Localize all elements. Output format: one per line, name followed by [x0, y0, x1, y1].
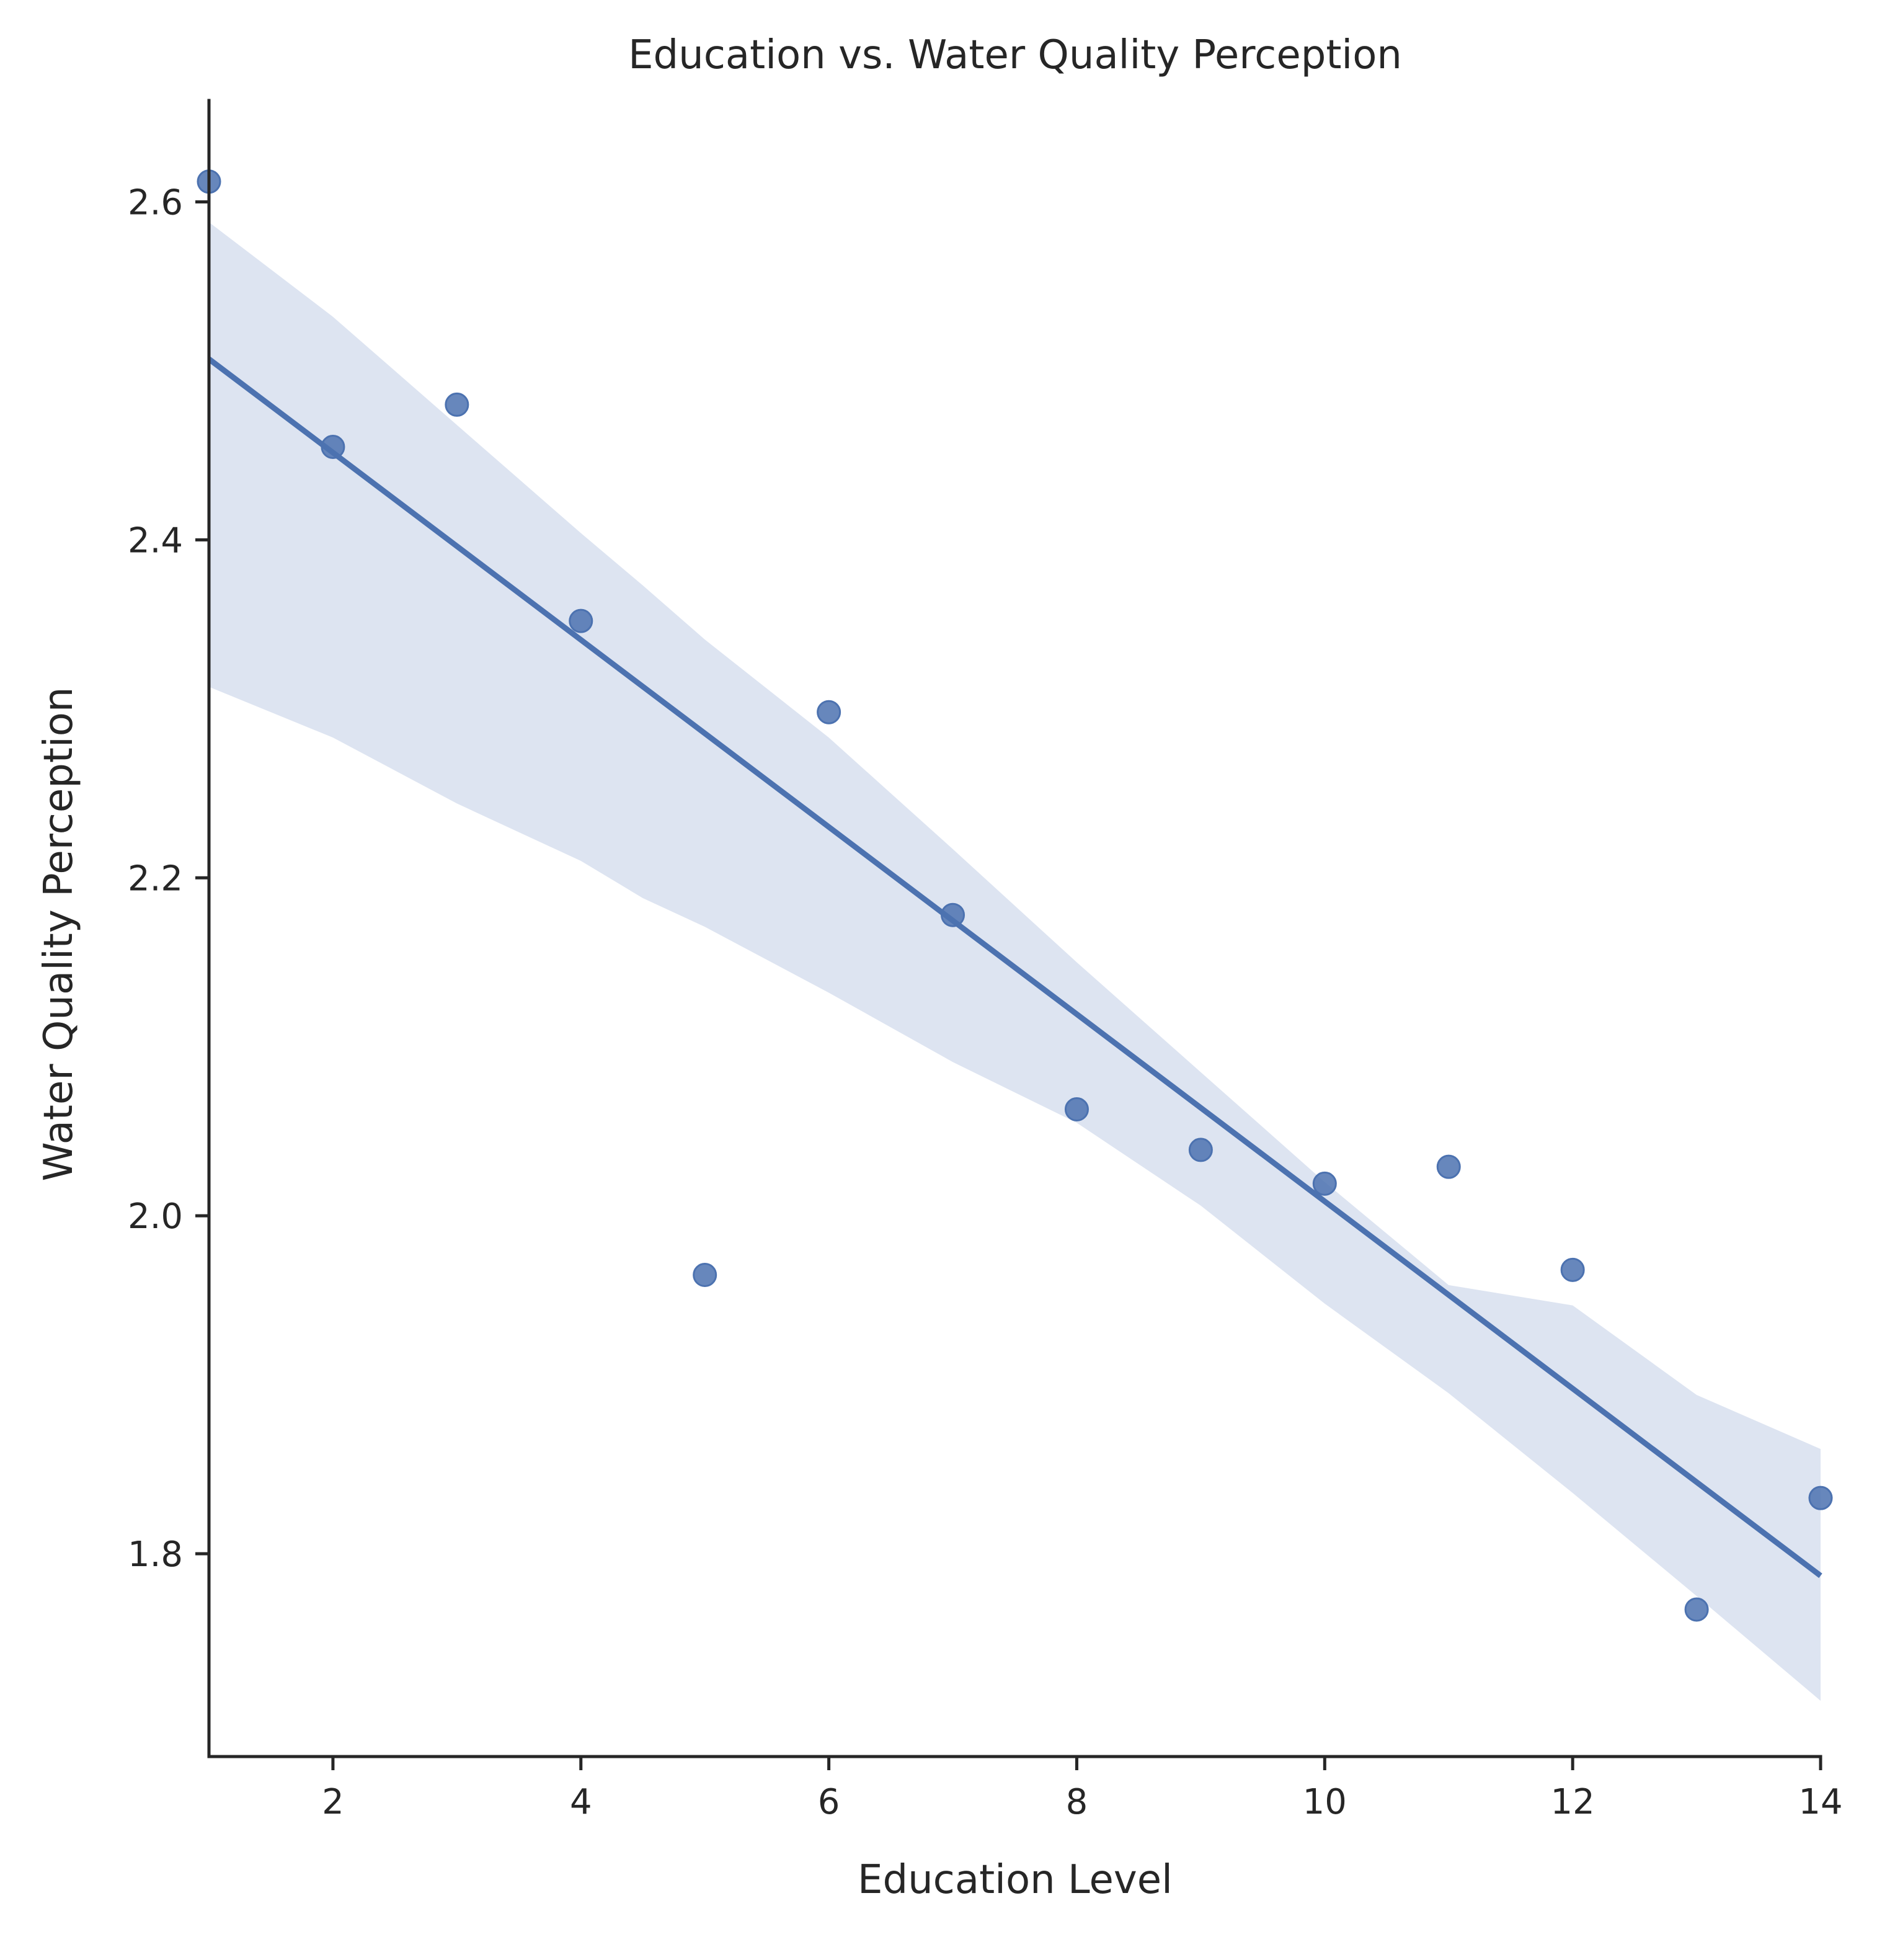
confidence-band	[209, 222, 1821, 1701]
data-point	[1064, 1097, 1089, 1122]
y-axis-label: Water Quality Perception	[36, 687, 82, 1182]
data-point	[569, 608, 593, 633]
data-point	[1808, 1486, 1833, 1510]
x-tick-label: 14	[1798, 1782, 1842, 1822]
axes-layer: 2 4 6 8 10 12 14 1.8 2.0 2.2 2.4 2.6	[128, 99, 1843, 1822]
x-tick-label: 4	[570, 1782, 592, 1822]
confidence-band-layer	[209, 222, 1821, 1701]
data-point	[1312, 1171, 1337, 1196]
data-point	[817, 700, 841, 724]
data-point	[321, 435, 345, 460]
scatter-points-layer	[197, 169, 1833, 1622]
x-tick-label: 6	[818, 1782, 840, 1822]
x-axis-label: Education Level	[858, 1857, 1173, 1903]
y-tick-label: 2.2	[128, 858, 183, 899]
data-point	[1684, 1597, 1709, 1622]
data-point	[445, 392, 469, 417]
data-point	[1188, 1138, 1213, 1162]
data-point	[941, 902, 965, 927]
x-tick-label: 10	[1303, 1782, 1347, 1822]
y-tick-label: 2.0	[128, 1196, 183, 1237]
regression-line	[207, 357, 1822, 1579]
y-tick-label: 2.4	[128, 520, 183, 561]
x-tick-label: 12	[1551, 1782, 1595, 1822]
data-point	[693, 1263, 717, 1288]
y-tick-label: 1.8	[128, 1535, 183, 1575]
data-point	[1560, 1257, 1585, 1282]
data-point	[1436, 1154, 1461, 1179]
x-tick-label: 8	[1066, 1782, 1088, 1822]
regression-line-layer	[207, 357, 1822, 1579]
chart-title: Education vs. Water Quality Perception	[628, 32, 1402, 78]
y-tick-label: 2.6	[128, 182, 183, 223]
x-tick-label: 2	[322, 1782, 344, 1822]
